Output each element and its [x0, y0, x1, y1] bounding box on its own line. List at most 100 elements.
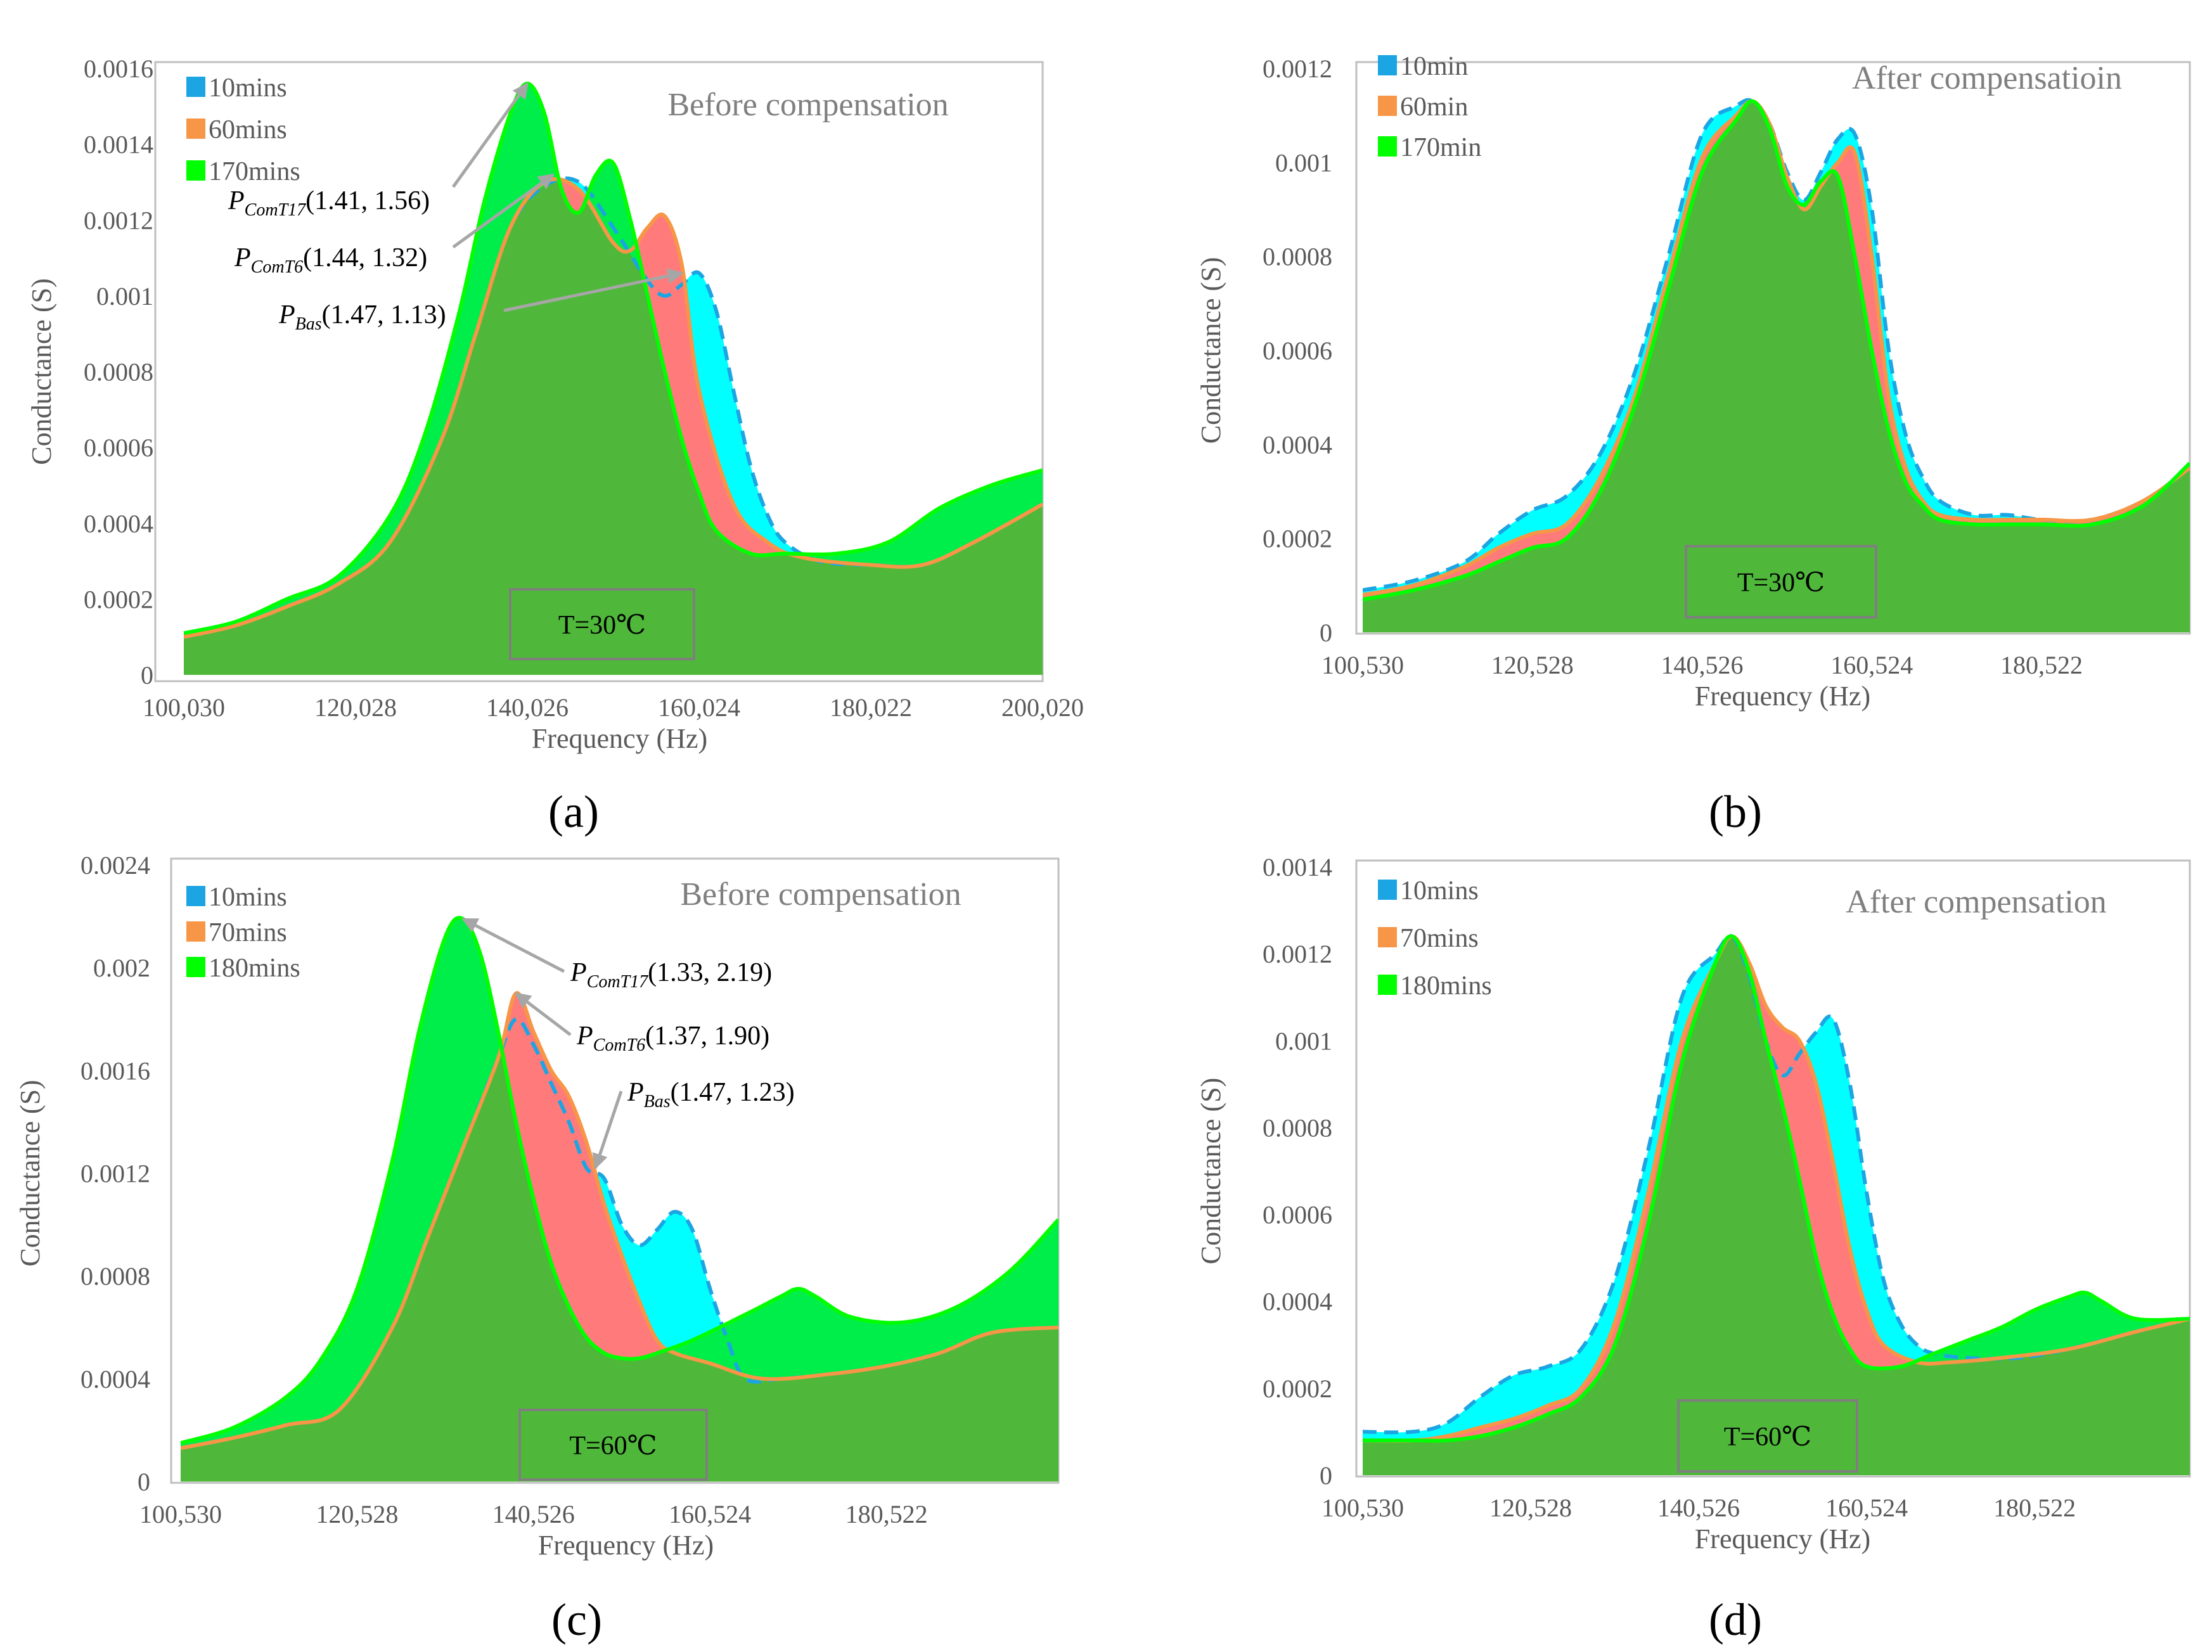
y-tick-label: 0 [1320, 1461, 1332, 1490]
y-tick-label: 0.0024 [80, 851, 150, 880]
annotation-label: PComT17(1.33, 2.19) [570, 958, 772, 992]
y-tick-label: 0.0006 [84, 433, 153, 462]
x-tick-label: 100,030 [143, 693, 225, 722]
temperature-label: T=60℃ [569, 1431, 657, 1461]
annotation-label: PComT6(1.44, 1.32) [234, 243, 427, 277]
annotation-label: PBas(1.47, 1.13) [278, 300, 446, 334]
x-tick-label: 100,530 [1321, 651, 1404, 679]
panel-label: (b) [1709, 786, 1762, 837]
x-tick-label: 180,522 [2000, 651, 2083, 679]
panel-d: 0 0.0002 0.0004 0.0006 0.0008 0.001 0.0012 0.00… [1195, 853, 2191, 1554]
y-tick-label: 0.0012 [84, 206, 153, 234]
annotation-coords: (1.33, 2.19) [648, 958, 772, 987]
y-tick-label: 0.0014 [1263, 853, 1332, 881]
x-tick-label: 180,522 [846, 1500, 928, 1528]
series-line-a-2 [184, 81, 1043, 636]
annotation-p: P [570, 958, 587, 987]
legend-swatch [1378, 927, 1397, 947]
series-line-b-2 [1363, 99, 2190, 602]
panel-b: 0 0.0002 0.0004 0.0006 0.0008 0.001 0.0012 100,… [1195, 52, 2191, 712]
legend-label: 170mins [209, 157, 300, 186]
panel-label: (c) [551, 1594, 602, 1645]
legend-label: 70mins [209, 918, 287, 947]
annotation-subscript: Bas [295, 314, 322, 334]
compensation-note: Before compensation [667, 87, 948, 123]
y-tick-label: 0.0006 [1263, 1201, 1332, 1229]
y-tick-label: 0 [1320, 618, 1332, 647]
annotation-p: P [234, 243, 251, 272]
legend-swatch [186, 160, 205, 181]
series-line-d-2 [1363, 934, 2190, 1443]
legend-label: 10mins [209, 883, 287, 912]
annotation-label: PComT6(1.37, 1.90) [576, 1021, 769, 1055]
annotation-subscript: ComT17 [587, 972, 648, 992]
y-tick-label: 0.001 [1275, 148, 1332, 177]
y-tick-label: 0.0008 [1263, 1113, 1332, 1142]
series-line-c-2 [181, 916, 1058, 1445]
annotation-arrow [461, 917, 565, 973]
temperature-box [1685, 545, 1877, 618]
annotation-p: P [278, 300, 295, 330]
annotation-arrow [503, 268, 684, 312]
x-tick-label: 120,028 [314, 693, 397, 722]
annotation-label: PComT17(1.41, 1.56) [228, 186, 430, 220]
temperature-box [509, 588, 695, 660]
annotation-coords: (1.47, 1.13) [322, 300, 446, 330]
panel-label: (a) [548, 786, 599, 837]
legend-swatch [186, 118, 205, 139]
legend-label: 170min [1400, 133, 1481, 162]
y-tick-label: 0.0016 [84, 54, 153, 83]
series-line-a-1 [184, 177, 1043, 639]
legend-label: 10mins [1400, 876, 1479, 906]
y-tick-label: 0.0016 [80, 1056, 150, 1085]
annotation-coords: (1.47, 1.23) [671, 1078, 795, 1107]
temperature-label: T=30℃ [1737, 568, 1825, 598]
series-line-b-1 [1363, 99, 2190, 597]
y-tick-label: 0.0012 [80, 1160, 150, 1188]
x-tick-label: 140,526 [1661, 651, 1743, 679]
x-tick-label: 180,522 [1993, 1494, 2076, 1522]
y-tick-label: 0.0004 [1263, 1288, 1332, 1316]
legend-label: 70mins [1400, 924, 1479, 953]
legend-label: 60mins [209, 115, 287, 144]
panel-label: (d) [1709, 1594, 1762, 1645]
panel-a: 0 0.0002 0.0004 0.0006 0.0008 0.001 0.0012 0.00… [26, 54, 1084, 754]
annotation-subscript: ComT6 [593, 1035, 645, 1055]
legend-label: 60min [1400, 93, 1468, 122]
legend-label: 180mins [1400, 971, 1492, 1001]
y-tick-label: 0.0008 [80, 1262, 150, 1291]
series-line-b-0 [1363, 98, 2190, 592]
annotation-arrow [451, 82, 529, 188]
legend-swatch [1378, 96, 1397, 116]
x-tick-label: 160,524 [1830, 651, 1913, 679]
legend-label: 10min [1400, 52, 1468, 81]
temperature-label: T=30℃ [558, 611, 646, 640]
x-axis-title: Frequency (Hz) [1695, 681, 1870, 712]
x-tick-label: 200,020 [1001, 693, 1084, 722]
legend-label: 180mins [209, 954, 300, 983]
annotation-coords: (1.41, 1.56) [305, 186, 430, 215]
y-tick-label: 0.001 [96, 282, 153, 311]
y-axis-title: Conductance (S) [15, 1080, 46, 1266]
y-tick-label: 0.002 [93, 954, 150, 982]
x-tick-label: 140,526 [1657, 1494, 1740, 1522]
legend-swatch [1378, 880, 1397, 900]
y-tick-label: 0.0002 [1263, 1374, 1332, 1403]
panel-c: 0 0.0004 0.0008 0.0012 0.0016 0.002 0.0024 100,… [15, 851, 1060, 1561]
temperature-box [1677, 1399, 1858, 1473]
annotation-arrow [592, 1091, 623, 1170]
y-tick-label: 0 [141, 661, 153, 689]
x-tick-label: 120,528 [1489, 1494, 1572, 1522]
x-axis-title: Frequency (Hz) [1695, 1523, 1870, 1554]
x-tick-label: 140,526 [492, 1500, 575, 1528]
x-tick-label: 100,530 [1321, 1494, 1404, 1522]
y-tick-label: 0.0004 [1263, 430, 1332, 459]
legend-swatch [186, 957, 205, 977]
annotation-subscript: Bas [644, 1092, 671, 1111]
y-tick-label: 0.0004 [84, 509, 153, 538]
legend-label: 10mins [209, 74, 287, 103]
y-tick-label: 0.0014 [84, 131, 153, 159]
annotation-label: PBas(1.47, 1.23) [627, 1078, 795, 1111]
y-tick-label: 0.0012 [1263, 940, 1332, 968]
x-tick-label: 160,524 [1825, 1494, 1908, 1522]
